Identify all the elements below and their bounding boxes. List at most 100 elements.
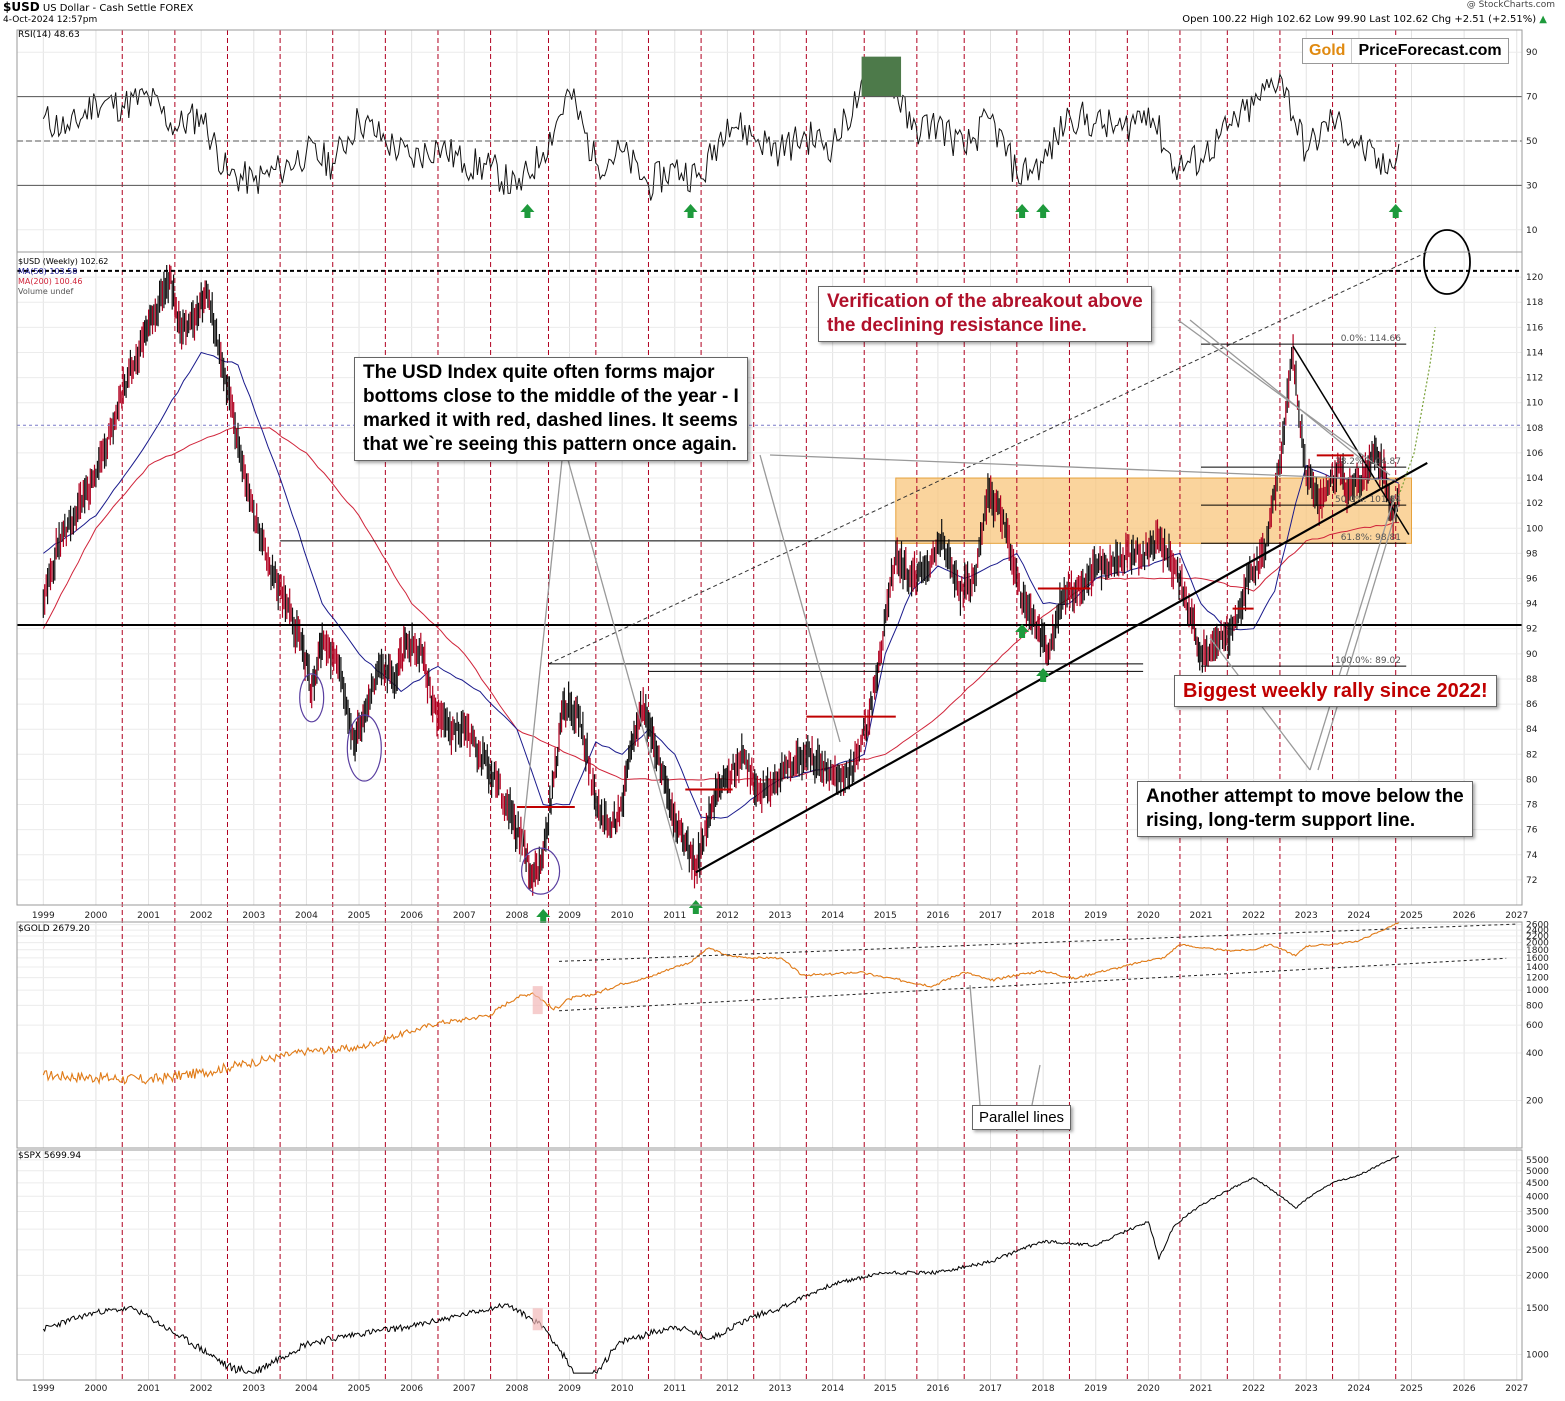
gold-y-tick-1200: 1200 [1526, 974, 1549, 984]
x-tick-usd-2016: 2016 [926, 911, 949, 921]
annotation-parallel-lines: Parallel lines [972, 1105, 1072, 1130]
x-tick-spx-2020: 2020 [1137, 1384, 1160, 1394]
panel-frames-layer [16, 29, 1523, 1381]
spx-y-tick-4500: 4500 [1526, 1179, 1549, 1189]
usd-y-tick-116: 116 [1526, 323, 1543, 333]
x-tick-spx-2019: 2019 [1084, 1384, 1107, 1394]
usd-y-tick-98: 98 [1526, 549, 1538, 559]
x-tick-spx-2017: 2017 [979, 1384, 1002, 1394]
x-tick-usd-2027: 2027 [1505, 911, 1528, 921]
usd-legend-2: MA(200) 100.46 [18, 277, 83, 286]
x-tick-usd-2019: 2019 [1084, 911, 1107, 921]
x-tick-spx-2014: 2014 [821, 1384, 844, 1394]
x-tick-spx-2007: 2007 [453, 1384, 476, 1394]
tick-labels-layer: 1999199920002000200120012002200220032003… [32, 48, 1549, 1394]
usd-y-tick-90: 90 [1526, 650, 1538, 660]
x-tick-usd-2024: 2024 [1347, 911, 1370, 921]
x-tick-spx-2024: 2024 [1347, 1384, 1370, 1394]
x-tick-usd-2002: 2002 [190, 911, 213, 921]
x-tick-spx-2027: 2027 [1505, 1384, 1528, 1394]
annotation-verification: Verification of the abreakout above the … [818, 286, 1152, 342]
x-tick-spx-2015: 2015 [874, 1384, 897, 1394]
callout-line-4 [1177, 319, 1391, 476]
spx-panel-frame [16, 1149, 1523, 1381]
x-tick-usd-1999: 1999 [32, 911, 55, 921]
x-tick-spx-2023: 2023 [1295, 1384, 1318, 1394]
x-tick-spx-2002: 2002 [190, 1384, 213, 1394]
x-tick-spx-2011: 2011 [663, 1384, 686, 1394]
callout-line-1 [567, 459, 683, 871]
annotation-verification-line-1: Verification of the abreakout above [827, 291, 1143, 312]
spx-y-tick-3000: 3000 [1526, 1225, 1549, 1235]
x-tick-spx-1999: 1999 [32, 1384, 55, 1394]
usd-y-tick-112: 112 [1526, 374, 1543, 384]
bottom-circle-0 [299, 673, 325, 723]
logo-part-1: Gold [1309, 42, 1346, 59]
usd-y-tick-88: 88 [1526, 675, 1538, 685]
usd-y-tick-106: 106 [1526, 449, 1543, 459]
fib-label-4: 100.0%: 89.02 [1335, 656, 1401, 666]
annotation-verification-line-2: the declining resistance line. [827, 315, 1087, 336]
usd-y-tick-102: 102 [1526, 499, 1543, 509]
logo-part-2: PriceForecast.com [1351, 39, 1507, 63]
usd-y-tick-114: 114 [1526, 348, 1543, 358]
spx-y-tick-1000: 1000 [1526, 1351, 1549, 1361]
spx-label: $SPX 5699.94 [18, 1151, 82, 1161]
annotation-attempt: Another attempt to move below the rising… [1137, 781, 1473, 837]
markers-layer [299, 204, 1471, 1331]
usd-y-tick-110: 110 [1526, 399, 1543, 409]
annotation-biggest-rally: Biggest weekly rally since 2022! [1174, 675, 1497, 707]
target-circle [1423, 229, 1471, 295]
x-tick-spx-2025: 2025 [1400, 1384, 1423, 1394]
series-layer [42, 56, 1400, 1374]
gold-y-tick-400: 400 [1526, 1049, 1543, 1059]
bottom-circle-2 [520, 847, 561, 895]
usd-y-tick-76: 76 [1526, 826, 1538, 836]
usd-legend-3: Volume undef [18, 287, 74, 296]
callout-line-0 [519, 459, 563, 863]
gold-y-tick-1000: 1000 [1526, 986, 1549, 996]
usd-y-tick-78: 78 [1526, 801, 1538, 811]
usd-y-tick-74: 74 [1526, 851, 1538, 861]
x-tick-usd-2009: 2009 [558, 911, 581, 921]
fib-label-1: 38.2%: 104.87 [1335, 457, 1401, 467]
usd-y-tick-82: 82 [1526, 750, 1537, 760]
usd-arrow-icon-3 [1036, 668, 1051, 682]
upper-channel-line [548, 251, 1428, 665]
x-tick-spx-2010: 2010 [611, 1384, 634, 1394]
usd-y-tick-92: 92 [1526, 625, 1537, 635]
usd-legend-0: $USD (Weekly) 102.62 [18, 257, 109, 266]
rsi-arrow-icon-0 [520, 204, 535, 218]
callout-line-3 [769, 454, 1397, 481]
annotation-pattern-line-3: marked it with red, dashed lines. It see… [363, 410, 738, 431]
x-tick-spx-2022: 2022 [1242, 1384, 1265, 1394]
copyright: @ StockCharts.com [1466, 0, 1555, 10]
usd-arrow-icon-2 [1015, 624, 1030, 638]
rsi-label: RSI(14) 48.63 [18, 30, 80, 40]
annotation-pattern: The USD Index quite often forms major bo… [354, 357, 748, 461]
usd-legend-1: MA(50) 103.58 [18, 267, 78, 276]
symbol: $USD [3, 0, 40, 14]
x-tick-usd-2000: 2000 [84, 911, 107, 921]
x-tick-usd-2012: 2012 [716, 911, 739, 921]
x-tick-spx-2016: 2016 [926, 1384, 949, 1394]
x-tick-spx-2004: 2004 [295, 1384, 318, 1394]
chart-date: 4-Oct-2024 12:57pm [3, 15, 98, 25]
usd-y-tick-80: 80 [1526, 775, 1538, 785]
x-tick-usd-2003: 2003 [242, 911, 265, 921]
spx-y-tick-3500: 3500 [1526, 1208, 1549, 1218]
gold-y-tick-1600: 1600 [1526, 954, 1549, 964]
gold-panel-frame [16, 921, 1523, 1149]
usd-y-tick-84: 84 [1526, 725, 1538, 735]
bottom-circle-1 [346, 714, 382, 782]
x-tick-usd-2001: 2001 [137, 911, 160, 921]
rsi-y-tick-30: 30 [1526, 181, 1538, 191]
annotation-attempt-line-2: rising, long-term support line. [1146, 810, 1416, 831]
spx-highlight [532, 1308, 543, 1331]
callout-line-7 [1309, 494, 1396, 771]
x-tick-usd-2026: 2026 [1453, 911, 1476, 921]
gold-y-tick-2000: 2000 [1526, 939, 1549, 949]
x-tick-spx-2009: 2009 [558, 1384, 581, 1394]
x-tick-usd-2010: 2010 [611, 911, 634, 921]
x-tick-usd-2018: 2018 [1032, 911, 1055, 921]
